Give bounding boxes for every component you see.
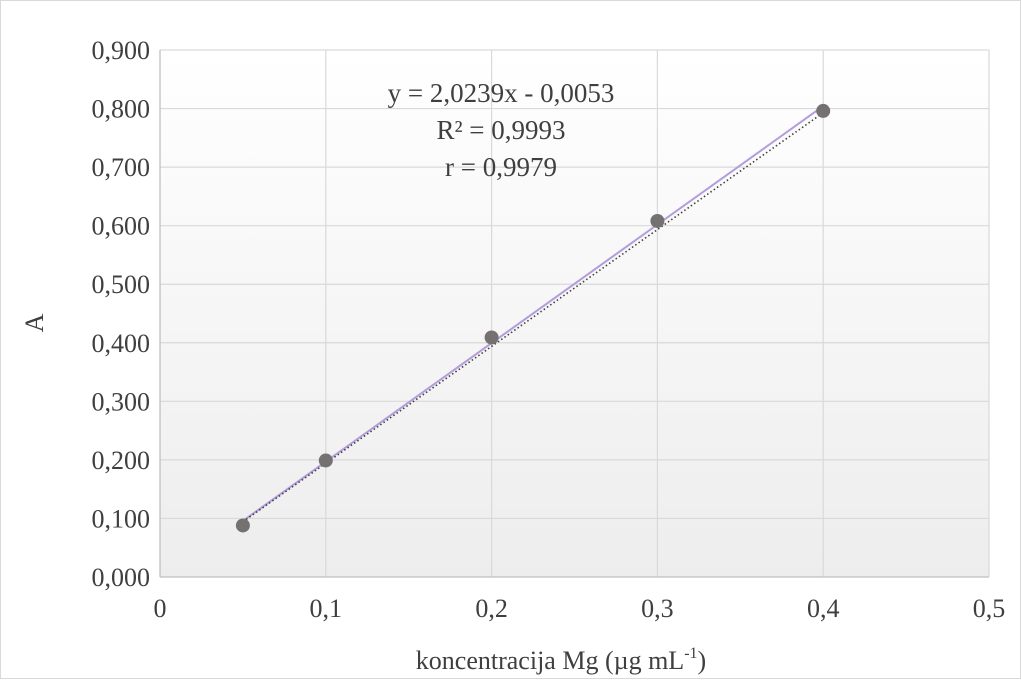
x-tick-label: 0,2: [475, 594, 508, 623]
y-tick-label: 0,100: [92, 504, 151, 533]
y-tick-label: 0,000: [92, 563, 151, 592]
x-tick-label: 0: [154, 594, 167, 623]
y-tick-label: 0,200: [92, 446, 151, 475]
y-tick-label: 0,400: [92, 329, 151, 358]
data-point: [235, 518, 250, 533]
x-axis-title-superscript: -1: [684, 645, 697, 662]
x-tick-label: 0,1: [310, 594, 343, 623]
data-point: [484, 330, 499, 345]
equation-annotation: y = 2,0239x - 0,0053: [388, 78, 615, 108]
data-point: [650, 213, 665, 228]
plot-area: [160, 50, 989, 577]
r-annotation: r = 0,9979: [445, 152, 557, 182]
y-tick-label: 0,800: [92, 95, 151, 124]
y-tick-label: 0,700: [92, 153, 151, 182]
data-point: [318, 453, 333, 468]
solid-trendline: [242, 105, 824, 522]
y-axis-title: A: [20, 313, 49, 332]
y-tick-label: 0,500: [92, 270, 151, 299]
y-tick-label: 0,300: [92, 387, 151, 416]
x-tick-label: 0,5: [973, 594, 1006, 623]
x-tick-label: 0,4: [807, 594, 840, 623]
x-tick-label: 0,3: [641, 594, 674, 623]
data-point: [816, 103, 831, 118]
x-axis-title-end: ): [698, 646, 707, 675]
r-squared-annotation: R² = 0,9993: [436, 115, 565, 145]
y-tick-label: 0,900: [92, 36, 151, 65]
x-axis-title-text: koncentracija Mg (µg mL: [416, 646, 684, 675]
x-axis-title: koncentracija Mg (µg mL-1): [416, 645, 706, 675]
y-tick-label: 0,600: [92, 212, 151, 241]
